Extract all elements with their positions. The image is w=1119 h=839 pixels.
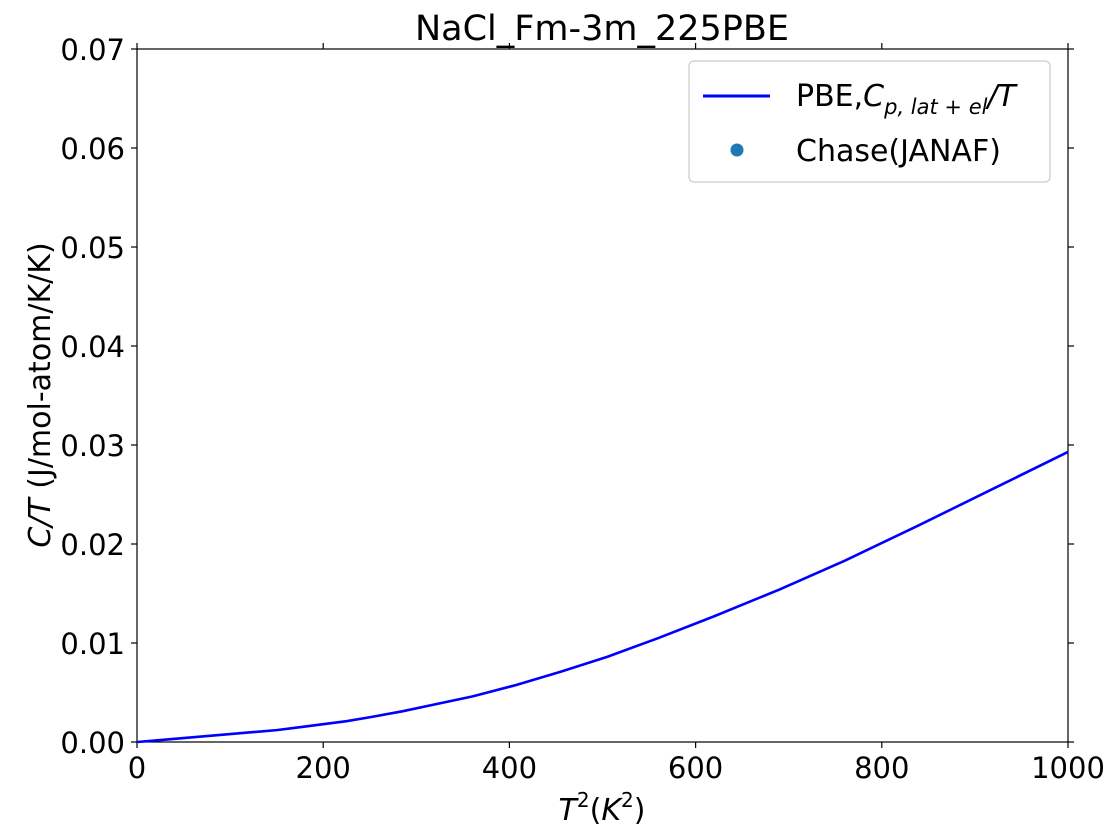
- y-axis-title-unit: (J/mol-atom/K/K): [23, 242, 58, 498]
- x-tick-label: 1000: [1031, 751, 1105, 785]
- legend-box: [688, 60, 1051, 183]
- y-tick-label: 0.06: [60, 132, 125, 166]
- y-axis: 0.00 0.01 0.02 0.03 0.04 0.05 0.06 0.07: [60, 33, 1074, 760]
- y-axis-title: C/T (J/mol-atom/K/K): [23, 242, 58, 547]
- y-tick-label: 0.04: [60, 330, 125, 364]
- legend-label-pbe: PBE,Cp, lat + el/T: [796, 79, 1019, 119]
- legend: PBE,Cp, lat + el/T Chase(JANAF): [688, 60, 1051, 183]
- y-axis-title-var: C/T: [23, 496, 58, 548]
- x-axis-title-unit: K: [601, 793, 623, 828]
- x-axis-title-exp: 2: [577, 788, 590, 812]
- y-tick-label: 0.01: [60, 627, 125, 661]
- legend-swatch-janaf: [730, 143, 744, 157]
- x-axis-title-unit-exp: 2: [621, 788, 634, 812]
- x-tick-label: 200: [296, 751, 351, 785]
- series-line-pbe: [136, 450, 1069, 744]
- chart-title: NaCl_Fm-3m_225PBE: [415, 9, 789, 49]
- x-tick-label: 800: [854, 751, 909, 785]
- y-tick-label: 0.03: [60, 429, 125, 463]
- x-axis-title-var: T: [559, 793, 580, 828]
- y-tick-label: 0.00: [60, 726, 125, 760]
- x-axis-title: T2(K2): [559, 788, 646, 828]
- x-axis: 0 200 400 600 800 1000: [128, 43, 1105, 785]
- plot-frame: [136, 48, 1069, 743]
- x-tick-label: 600: [668, 751, 723, 785]
- plot-area: 0 200 400 600 800 1000 0.000.010.020.030.040.…: [60, 33, 1104, 785]
- y-tick-label: 0.07: [60, 33, 125, 67]
- y-tick-label: 0.05: [60, 231, 125, 265]
- legend-label-janaf: Chase(JANAF): [796, 134, 1001, 169]
- y-tick-label: 0.02: [60, 528, 125, 562]
- x-tick-label: 400: [482, 751, 537, 785]
- series-layer: [136, 450, 1069, 744]
- x-tick-label: 0: [128, 751, 146, 785]
